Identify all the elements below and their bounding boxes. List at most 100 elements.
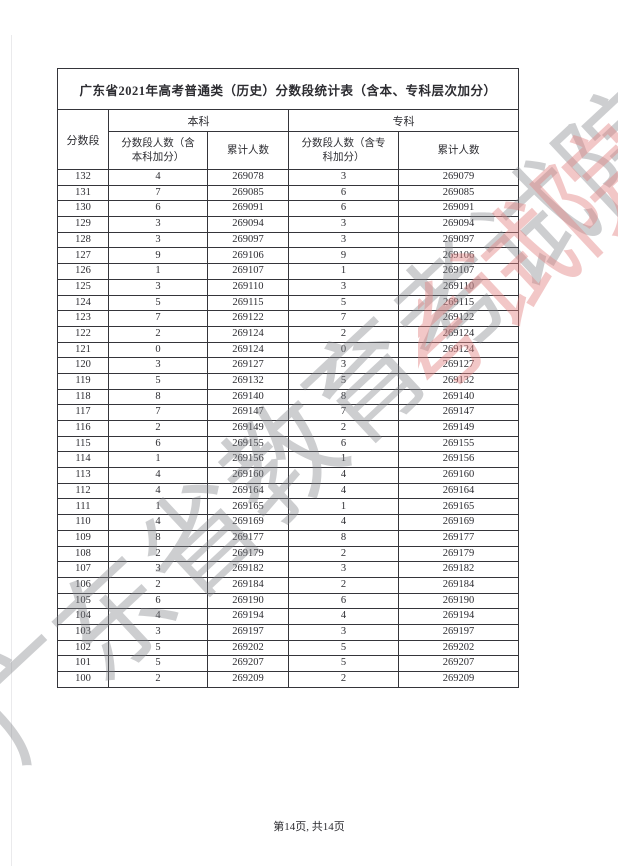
- table-row: 110 4 269169 4 269169: [57, 514, 520, 531]
- cell-benke-cumulative: 269165: [207, 498, 289, 516]
- cell-zhuanke-cumulative: 269124: [397, 325, 520, 343]
- cell-zhuanke-cumulative: 269124: [397, 341, 520, 359]
- cell-benke-count: 7: [108, 310, 208, 327]
- cell-zhuanke-count: 2: [288, 671, 399, 688]
- cell-zhuanke-cumulative: 269115: [397, 294, 520, 312]
- table-row: 115 6 269155 6 269155: [57, 435, 520, 453]
- cell-score: 103: [57, 623, 109, 641]
- cell-score: 106: [57, 576, 109, 594]
- table-title: 广东省2021年高考普通类（历史）分数段统计表（含本、专科层次加分）: [56, 68, 520, 110]
- table-row: 103 3 269197 3 269197: [57, 623, 520, 641]
- cell-zhuanke-cumulative: 269132: [397, 372, 520, 390]
- cell-benke-count: 5: [108, 639, 208, 657]
- cell-benke-cumulative: 269127: [207, 357, 289, 374]
- table-row: 128 3 269097 3 269097: [57, 231, 520, 249]
- cell-zhuanke-cumulative: 269177: [397, 529, 520, 547]
- cell-zhuanke-count: 2: [288, 325, 399, 343]
- cell-benke-count: 8: [108, 529, 208, 547]
- cell-zhuanke-cumulative: 269097: [397, 231, 520, 249]
- cell-score: 129: [57, 216, 109, 233]
- cell-zhuanke-count: 8: [288, 529, 399, 547]
- table-row: 106 2 269184 2 269184: [57, 576, 520, 594]
- cell-score: 119: [57, 372, 109, 390]
- cell-zhuanke-cumulative: 269107: [397, 263, 520, 280]
- cell-benke-count: 5: [108, 372, 208, 390]
- cell-zhuanke-count: 8: [288, 388, 399, 406]
- cell-zhuanke-cumulative: 269106: [397, 247, 520, 265]
- cell-benke-cumulative: 269124: [207, 341, 289, 359]
- cell-zhuanke-cumulative: 269164: [397, 482, 520, 500]
- cell-benke-cumulative: 269097: [207, 231, 289, 249]
- cell-zhuanke-count: 1: [288, 263, 399, 280]
- cell-benke-count: 4: [108, 514, 208, 531]
- table-row: 112 4 269164 4 269164: [57, 482, 520, 500]
- cell-score: 132: [57, 169, 109, 186]
- header-score-band: 分数段: [57, 109, 109, 170]
- cell-score: 102: [57, 639, 109, 657]
- cell-zhuanke-count: 7: [288, 404, 399, 421]
- cell-benke-count: 2: [108, 545, 208, 563]
- cell-score: 123: [57, 310, 109, 327]
- table-group-header-row: 分数段 本科 专科: [57, 109, 520, 170]
- cell-zhuanke-count: 3: [288, 231, 399, 249]
- cell-benke-cumulative: 269110: [207, 278, 289, 296]
- table-row: 132 4 269078 3 269079: [57, 169, 520, 186]
- table-row: 121 0 269124 0 269124: [57, 341, 520, 359]
- cell-score: 109: [57, 529, 109, 547]
- cell-benke-count: 2: [108, 576, 208, 594]
- cell-benke-cumulative: 269078: [207, 169, 289, 186]
- table-row: 118 8 269140 8 269140: [57, 388, 520, 406]
- cell-zhuanke-count: 6: [288, 435, 399, 453]
- cell-zhuanke-cumulative: 269169: [397, 514, 520, 531]
- cell-zhuanke-count: 1: [288, 498, 399, 516]
- cell-score: 111: [57, 498, 109, 516]
- table-title-row: 广东省2021年高考普通类（历史）分数段统计表（含本、专科层次加分）: [56, 68, 520, 110]
- cell-benke-cumulative: 269147: [207, 404, 289, 421]
- table-row: 101 5 269207 5 269207: [57, 655, 520, 672]
- table-row: 129 3 269094 3 269094: [57, 216, 520, 233]
- header-group-zhuanke: 专科: [287, 109, 520, 132]
- cell-benke-count: 3: [108, 561, 208, 578]
- cell-benke-cumulative: 269107: [207, 263, 289, 280]
- cell-zhuanke-cumulative: 269127: [397, 357, 520, 374]
- cell-zhuanke-cumulative: 269149: [397, 420, 520, 437]
- table-row: 102 5 269202 5 269202: [57, 639, 520, 657]
- cell-zhuanke-count: 4: [288, 467, 399, 484]
- cell-benke-cumulative: 269085: [207, 184, 289, 202]
- cell-score: 127: [57, 247, 109, 265]
- table-row: 127 9 269106 9 269106: [57, 247, 520, 265]
- cell-zhuanke-count: 4: [288, 482, 399, 500]
- cell-zhuanke-cumulative: 269140: [397, 388, 520, 406]
- header-benke-count: 分数段人数（含 本科加分）: [108, 131, 208, 170]
- cell-benke-count: 5: [108, 294, 208, 312]
- cell-zhuanke-cumulative: 269147: [397, 404, 520, 421]
- cell-zhuanke-count: 6: [288, 184, 399, 202]
- cell-score: 107: [57, 561, 109, 578]
- cell-benke-count: 4: [108, 467, 208, 484]
- table-row: 119 5 269132 5 269132: [57, 372, 520, 390]
- cell-score: 118: [57, 388, 109, 406]
- cell-zhuanke-cumulative: 269085: [397, 184, 520, 202]
- cell-benke-count: 8: [108, 388, 208, 406]
- table-row: 131 7 269085 6 269085: [57, 184, 520, 202]
- table-row: 107 3 269182 3 269182: [57, 561, 520, 578]
- cell-zhuanke-count: 3: [288, 216, 399, 233]
- cell-score: 122: [57, 325, 109, 343]
- cell-benke-count: 4: [108, 608, 208, 625]
- cell-benke-cumulative: 269106: [207, 247, 289, 265]
- cell-benke-count: 1: [108, 498, 208, 516]
- cell-zhuanke-cumulative: 269156: [397, 451, 520, 469]
- cell-zhuanke-cumulative: 269194: [397, 608, 520, 625]
- table-row: 105 6 269190 6 269190: [57, 592, 520, 610]
- cell-zhuanke-cumulative: 269207: [397, 655, 520, 672]
- cell-zhuanke-cumulative: 269079: [397, 169, 520, 186]
- cell-zhuanke-count: 1: [288, 451, 399, 469]
- cell-benke-cumulative: 269207: [207, 655, 289, 672]
- cell-zhuanke-count: 0: [288, 341, 399, 359]
- cell-zhuanke-count: 4: [288, 608, 399, 625]
- table-row: 117 7 269147 7 269147: [57, 404, 520, 421]
- cell-zhuanke-count: 5: [288, 655, 399, 672]
- cell-zhuanke-cumulative: 269165: [397, 498, 520, 516]
- cell-score: 115: [57, 435, 109, 453]
- cell-score: 120: [57, 357, 109, 374]
